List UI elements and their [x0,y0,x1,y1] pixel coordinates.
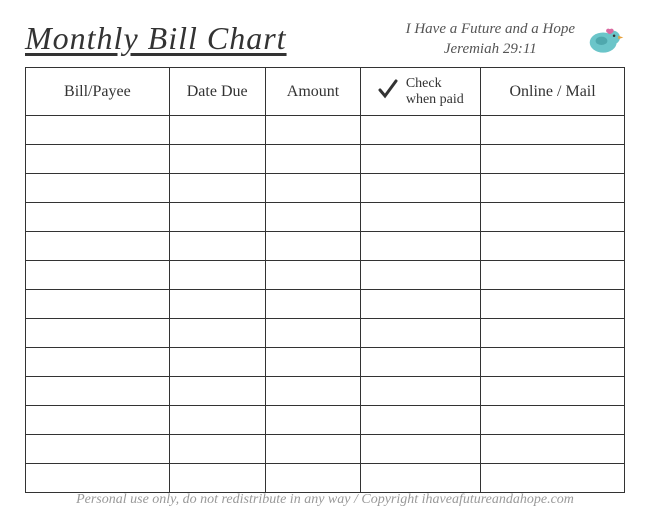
table-row [26,319,625,348]
table-cell[interactable] [26,464,170,493]
table-cell[interactable] [481,319,625,348]
table-cell[interactable] [361,232,481,261]
table-cell[interactable] [169,319,265,348]
table-cell[interactable] [481,174,625,203]
table-cell[interactable] [361,348,481,377]
table-row [26,348,625,377]
table-cell[interactable] [265,435,361,464]
table-row [26,261,625,290]
verse-line-2: Jeremiah 29:11 [406,40,575,60]
table-row [26,232,625,261]
table-cell[interactable] [361,174,481,203]
table-cell[interactable] [169,232,265,261]
table-cell[interactable] [481,145,625,174]
header: Monthly Bill Chart I Have a Future and a… [25,20,625,59]
verse-line-1: I Have a Future and a Hope [406,20,575,40]
table-cell[interactable] [26,435,170,464]
table-cell[interactable] [265,261,361,290]
table-cell[interactable] [265,232,361,261]
table-cell[interactable] [361,145,481,174]
table-cell[interactable] [265,406,361,435]
table-cell[interactable] [169,348,265,377]
table-row [26,116,625,145]
table-row [26,377,625,406]
table-row [26,435,625,464]
table-cell[interactable] [26,319,170,348]
table-header-row: Bill/Payee Date Due Amount Check when pa… [26,68,625,116]
table-cell[interactable] [169,435,265,464]
table-cell[interactable] [169,406,265,435]
table-cell[interactable] [361,406,481,435]
table-cell[interactable] [265,319,361,348]
table-cell[interactable] [265,145,361,174]
table-cell[interactable] [265,174,361,203]
table-cell[interactable] [26,406,170,435]
table-cell[interactable] [361,290,481,319]
table-row [26,464,625,493]
table-cell[interactable] [361,464,481,493]
table-cell[interactable] [26,203,170,232]
table-body [26,116,625,493]
col-header-amount: Amount [265,68,361,116]
table-cell[interactable] [169,290,265,319]
table-cell[interactable] [169,203,265,232]
table-cell[interactable] [169,145,265,174]
table-cell[interactable] [169,116,265,145]
table-cell[interactable] [361,261,481,290]
table-cell[interactable] [481,261,625,290]
table-cell[interactable] [26,232,170,261]
table-cell[interactable] [26,261,170,290]
table-cell[interactable] [481,435,625,464]
table-cell[interactable] [481,348,625,377]
table-cell[interactable] [361,116,481,145]
table-cell[interactable] [481,203,625,232]
table-cell[interactable] [26,145,170,174]
table-cell[interactable] [169,174,265,203]
table-cell[interactable] [361,435,481,464]
table-cell[interactable] [265,290,361,319]
table-cell[interactable] [26,174,170,203]
checkmark-icon [378,78,398,105]
table-cell[interactable] [265,348,361,377]
col-header-check: Check when paid [361,68,481,116]
table-cell[interactable] [481,232,625,261]
footer-text: Personal use only, do not redistribute i… [0,492,650,508]
table-cell[interactable] [169,464,265,493]
table-row [26,290,625,319]
verse-block: I Have a Future and a Hope Jeremiah 29:1… [406,20,575,59]
col-header-online: Online / Mail [481,68,625,116]
table-row [26,145,625,174]
page-title: Monthly Bill Chart [25,20,287,57]
table-cell[interactable] [481,116,625,145]
table-cell[interactable] [361,203,481,232]
table-cell[interactable] [26,348,170,377]
table-cell[interactable] [265,116,361,145]
table-cell[interactable] [265,464,361,493]
table-cell[interactable] [169,377,265,406]
table-row [26,174,625,203]
table-cell[interactable] [26,116,170,145]
bird-icon [583,22,625,58]
table-cell[interactable] [481,406,625,435]
table-cell[interactable] [361,319,481,348]
col-header-bill: Bill/Payee [26,68,170,116]
table-cell[interactable] [26,290,170,319]
table-cell[interactable] [169,261,265,290]
table-cell[interactable] [265,377,361,406]
table-row [26,203,625,232]
table-cell[interactable] [265,203,361,232]
table-row [26,406,625,435]
table-cell[interactable] [361,377,481,406]
table-cell[interactable] [481,290,625,319]
check-header-text: Check when paid [406,76,464,107]
bill-chart-table: Bill/Payee Date Due Amount Check when pa… [25,67,625,493]
table-cell[interactable] [481,464,625,493]
col-header-date: Date Due [169,68,265,116]
table-cell[interactable] [26,377,170,406]
table-cell[interactable] [481,377,625,406]
